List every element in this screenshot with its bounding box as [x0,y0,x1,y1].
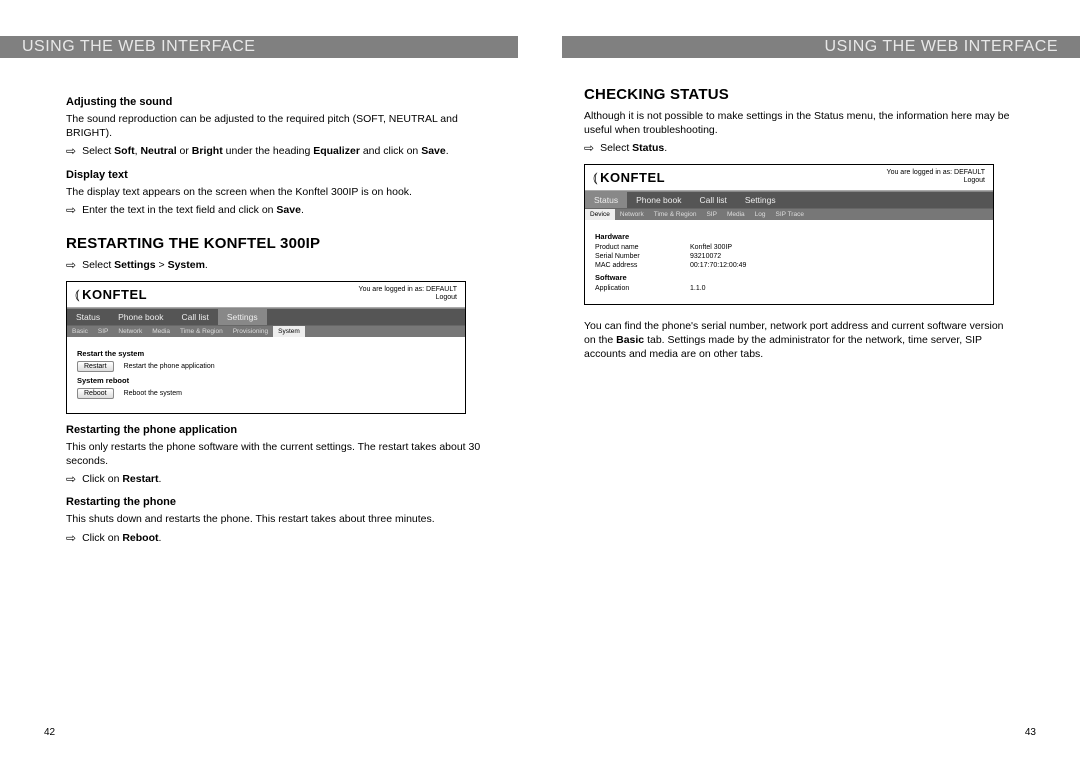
page-number-left: 42 [44,727,55,738]
hardware-title: Hardware [595,232,983,241]
konftel-logo: ⦅ KONFTEL [593,169,665,186]
logout-link[interactable]: Logout [887,177,985,185]
sub-tabs-status: DeviceNetworkTime & RegionSIPMediaLogSIP… [585,208,993,220]
subtab-time-region[interactable]: Time & Region [175,326,228,337]
subtab-time-region[interactable]: Time & Region [649,209,702,220]
step-arrow-icon: ⇨ [66,258,76,272]
step-arrow-icon: ⇨ [584,141,594,155]
tab-settings[interactable]: Settings [736,192,785,208]
main-tabs-status: StatusPhone bookCall listSettings [585,191,993,208]
page-banner-right: USING THE WEB INTERFACE [562,36,1080,58]
restart-desc: Restart the phone application [124,363,215,370]
page-banner-left: USING THE WEB INTERFACE [0,36,518,58]
tab-status[interactable]: Status [67,309,109,325]
konftel-logo-text: KONFTEL [600,170,665,185]
tab-phone-book[interactable]: Phone book [627,192,690,208]
restarting-heading: RESTARTING THE KONFTEL 300IP [66,235,496,252]
step-arrow-icon: ⇨ [66,531,76,545]
step-arrow-icon: ⇨ [66,472,76,486]
subtab-basic[interactable]: Basic [67,326,93,337]
step-arrow-icon: ⇨ [66,144,76,158]
restart-app-step: Click on Restart. [82,472,161,486]
restart-app-heading: Restarting the phone application [66,424,496,436]
restarting-step: Select Settings > System. [82,258,208,272]
footer-body: You can find the phone's serial number, … [584,319,1014,362]
konftel-logo-icon: ⦅ [75,286,80,303]
hardware-rows: Product nameKonftel 300IPSerial Number93… [595,244,983,269]
logout-link[interactable]: Logout [359,294,457,302]
tab-call-list[interactable]: Call list [690,192,735,208]
restart-phone-step: Click on Reboot. [82,531,161,545]
reboot-button[interactable]: Reboot [77,388,114,399]
checking-status-heading: CHECKING STATUS [584,86,1014,103]
kv-key: Product name [595,244,690,251]
adjusting-sound-heading: Adjusting the sound [66,96,496,108]
subtab-network[interactable]: Network [113,326,147,337]
subtab-network[interactable]: Network [615,209,649,220]
subtab-sip[interactable]: SIP [701,209,721,220]
page-number-right: 43 [1025,727,1036,738]
subtab-media[interactable]: Media [722,209,750,220]
reboot-desc: Reboot the system [124,390,182,397]
konftel-logo-icon: ⦅ [593,169,598,186]
kv-key: Application [595,285,690,292]
main-tabs: StatusPhone bookCall listSettings [67,308,465,325]
software-title: Software [595,273,983,282]
login-status: You are logged in as: DEFAULT [887,169,985,177]
display-text-heading: Display text [66,169,496,181]
kv-val: 1.1.0 [690,285,706,292]
kv-val: 00:17:70:12:00:49 [690,262,746,269]
konftel-logo: ⦅ KONFTEL [75,286,147,303]
subtab-media[interactable]: Media [147,326,175,337]
restart-app-body: This only restarts the phone software wi… [66,440,496,468]
system-reboot-title: System reboot [77,376,455,385]
subtab-system[interactable]: System [273,326,305,337]
status-screenshot: ⦅ KONFTEL You are logged in as: DEFAULT … [584,164,994,305]
login-status: You are logged in as: DEFAULT [359,286,457,294]
restart-system-title: Restart the system [77,349,455,358]
kv-val: Konftel 300IP [690,244,732,251]
tab-settings[interactable]: Settings [218,309,267,325]
adjusting-step: Select Soft, Neutral or Bright under the… [82,144,449,158]
subtab-device[interactable]: Device [585,209,615,220]
sub-tabs: BasicSIPNetworkMediaTime & RegionProvisi… [67,325,465,337]
tab-status[interactable]: Status [585,192,627,208]
display-step: Enter the text in the text field and cli… [82,203,304,217]
konftel-logo-text: KONFTEL [82,287,147,302]
kv-val: 93210072 [690,253,721,260]
checking-step: Select Status. [600,141,667,155]
step-arrow-icon: ⇨ [66,203,76,217]
restart-phone-body: This shuts down and restarts the phone. … [66,512,496,526]
tab-call-list[interactable]: Call list [172,309,217,325]
display-text-body: The display text appears on the screen w… [66,185,496,199]
restart-phone-heading: Restarting the phone [66,496,496,508]
subtab-log[interactable]: Log [750,209,771,220]
kv-key: Serial Number [595,253,690,260]
kv-key: MAC address [595,262,690,269]
tab-phone-book[interactable]: Phone book [109,309,172,325]
restart-button[interactable]: Restart [77,361,114,372]
subtab-sip-trace[interactable]: SIP Trace [771,209,809,220]
subtab-provisioning[interactable]: Provisioning [228,326,273,337]
adjusting-sound-body: The sound reproduction can be adjusted t… [66,112,496,140]
checking-status-body: Although it is not possible to make sett… [584,109,1014,137]
subtab-sip[interactable]: SIP [93,326,113,337]
settings-screenshot: ⦅ KONFTEL You are logged in as: DEFAULT … [66,281,466,414]
